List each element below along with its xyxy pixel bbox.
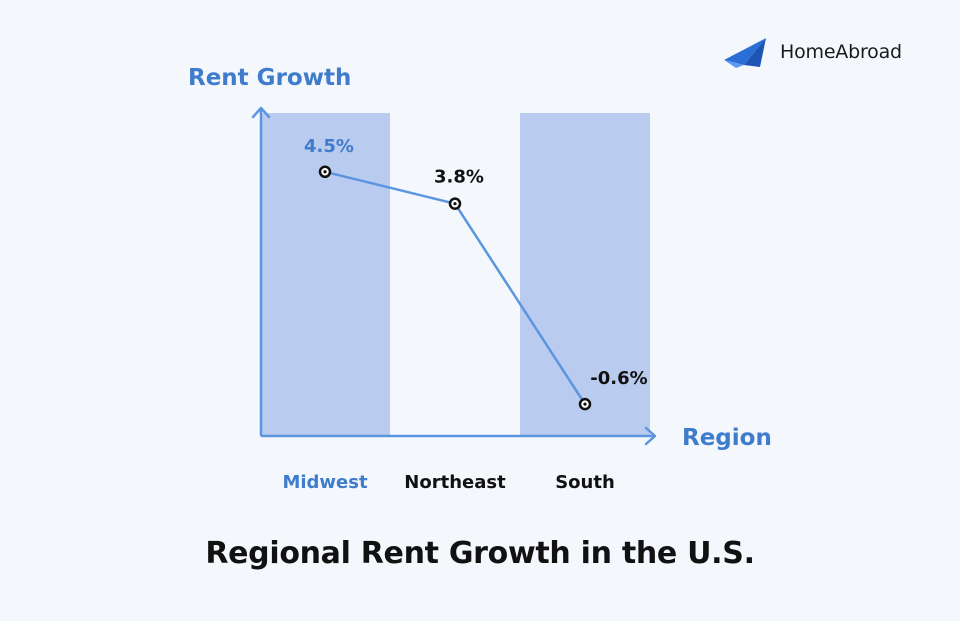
x-axis-arrow: [644, 426, 657, 446]
x-axis-title: Region: [682, 425, 772, 451]
data-label-south: -0.6%: [590, 368, 647, 389]
y-axis-title: Rent Growth: [188, 65, 351, 91]
data-labels: 4.5% 3.8% -0.6%: [304, 136, 648, 389]
chart-title: Regional Rent Growth in the U.S.: [205, 536, 755, 571]
data-points: [318, 165, 592, 411]
paper-plane-icon: [724, 38, 766, 68]
category-label-northeast: Northeast: [404, 472, 506, 493]
data-label-midwest: 4.5%: [304, 136, 354, 157]
data-point-northeast: [448, 197, 462, 210]
data-point-south: [578, 397, 592, 411]
category-labels: Midwest Northeast South: [282, 472, 614, 493]
data-label-northeast: 3.8%: [434, 167, 484, 188]
axes: Rent Growth Region: [188, 65, 772, 451]
y-axis-arrow: [251, 106, 271, 119]
brand-logo: HomeAbroad: [722, 34, 902, 70]
data-point-midwest: [318, 165, 332, 179]
brand-name: HomeAbroad: [780, 41, 902, 63]
band-south: [520, 113, 650, 436]
category-label-south: South: [555, 472, 615, 493]
band-midwest: [260, 113, 390, 436]
category-label-midwest: Midwest: [282, 472, 368, 493]
